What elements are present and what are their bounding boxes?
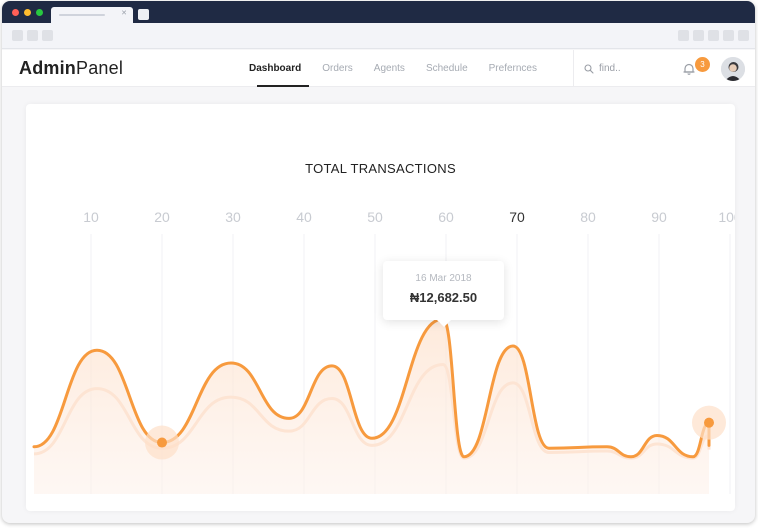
transactions-card: TOTAL TRANSACTIONS 10 20 30 40 50 60 70 80 90 100…	[26, 104, 735, 511]
nav-item-dashboard[interactable]: Dashboard	[249, 50, 310, 87]
x-tick-label: 60	[438, 209, 454, 225]
new-tab-button[interactable]	[138, 9, 149, 20]
x-tick-label: 50	[367, 209, 383, 225]
data-point[interactable]	[704, 417, 714, 428]
toolbar-menu-button[interactable]	[738, 30, 749, 41]
notification-badge[interactable]: 3	[695, 57, 710, 72]
browser-tab[interactable]: ✕	[51, 7, 133, 23]
x-tick-label: 10	[83, 209, 99, 225]
nav-item-orders[interactable]: Orders	[322, 63, 353, 74]
brand-logo[interactable]: AdminPanel	[19, 58, 124, 78]
toolbar-action-button[interactable]	[693, 30, 704, 41]
tab-title-placeholder	[59, 14, 105, 16]
chart-tooltip: 16 Mar 2018 ₦12,682.50	[383, 261, 504, 327]
close-window-button[interactable]	[12, 9, 19, 16]
reload-button[interactable]	[42, 30, 53, 41]
x-tick-label: 70	[509, 209, 525, 225]
x-tick-label: 90	[651, 209, 667, 225]
transactions-chart: 10 20 30 40 50 60 70 80 90 100	[32, 209, 735, 494]
app-navbar: AdminPanel Dashboard Orders Agents Sched…	[2, 50, 755, 87]
data-point[interactable]	[157, 437, 167, 448]
search-box[interactable]	[584, 63, 669, 74]
search-icon	[584, 63, 594, 74]
browser-toolbar	[2, 23, 755, 49]
minimize-window-button[interactable]	[24, 9, 31, 16]
toolbar-action-button[interactable]	[708, 30, 719, 41]
search-input[interactable]	[599, 63, 669, 74]
series-line-secondary	[33, 362, 711, 460]
forward-button[interactable]	[27, 30, 38, 41]
nav-divider	[573, 50, 574, 87]
x-tick-label: 100	[718, 209, 735, 225]
title-bar: ✕	[2, 1, 755, 23]
back-button[interactable]	[12, 30, 23, 41]
x-tick-label: 40	[296, 209, 312, 225]
series-area	[34, 319, 709, 494]
maximize-window-button[interactable]	[36, 9, 43, 16]
nav-item-preferences[interactable]: Prefernces	[488, 63, 537, 74]
avatar[interactable]	[721, 57, 745, 81]
tab-close-icon[interactable]: ✕	[121, 10, 127, 17]
bell-icon[interactable]	[682, 62, 696, 76]
user-avatar-icon	[721, 57, 745, 81]
x-tick-label: 80	[580, 209, 596, 225]
tooltip-date: 16 Mar 2018	[415, 273, 472, 284]
toolbar-action-button[interactable]	[678, 30, 689, 41]
chart-title: TOTAL TRANSACTIONS	[305, 161, 456, 176]
x-tick-label: 20	[154, 209, 170, 225]
toolbar-action-button[interactable]	[723, 30, 734, 41]
nav-item-schedule[interactable]: Schedule	[425, 63, 468, 74]
x-tick-label: 30	[225, 209, 241, 225]
tooltip-value: ₦12,682.50	[409, 290, 478, 305]
main-nav: Dashboard Orders Agents Schedule Prefern…	[242, 50, 558, 87]
nav-item-agents[interactable]: Agents	[373, 63, 405, 74]
